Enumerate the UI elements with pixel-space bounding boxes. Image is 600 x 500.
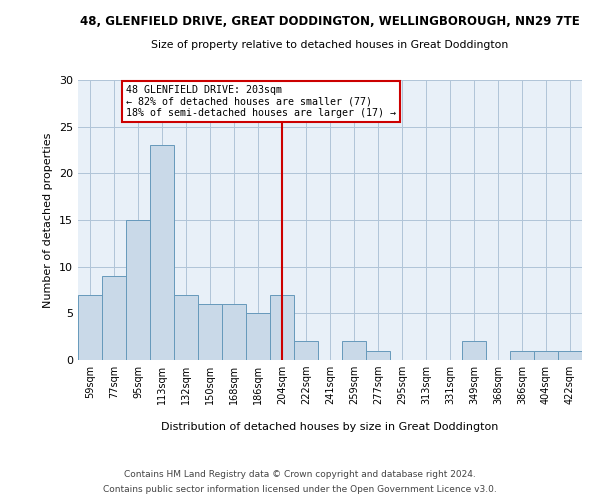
- Bar: [462, 342, 486, 360]
- Text: Contains public sector information licensed under the Open Government Licence v3: Contains public sector information licen…: [103, 485, 497, 494]
- Bar: [126, 220, 150, 360]
- Y-axis label: Number of detached properties: Number of detached properties: [43, 132, 53, 308]
- Bar: [534, 350, 558, 360]
- Text: 48 GLENFIELD DRIVE: 203sqm
← 82% of detached houses are smaller (77)
18% of semi: 48 GLENFIELD DRIVE: 203sqm ← 82% of deta…: [126, 84, 396, 118]
- Text: Contains HM Land Registry data © Crown copyright and database right 2024.: Contains HM Land Registry data © Crown c…: [124, 470, 476, 479]
- Bar: [294, 342, 318, 360]
- Bar: [102, 276, 126, 360]
- Text: Distribution of detached houses by size in Great Doddington: Distribution of detached houses by size …: [161, 422, 499, 432]
- Bar: [558, 350, 582, 360]
- Bar: [150, 146, 174, 360]
- Bar: [246, 314, 270, 360]
- Bar: [78, 294, 102, 360]
- Bar: [222, 304, 246, 360]
- Bar: [174, 294, 198, 360]
- Text: 48, GLENFIELD DRIVE, GREAT DODDINGTON, WELLINGBOROUGH, NN29 7TE: 48, GLENFIELD DRIVE, GREAT DODDINGTON, W…: [80, 15, 580, 28]
- Bar: [198, 304, 222, 360]
- Bar: [342, 342, 366, 360]
- Text: Size of property relative to detached houses in Great Doddington: Size of property relative to detached ho…: [151, 40, 509, 50]
- Bar: [366, 350, 390, 360]
- Bar: [270, 294, 294, 360]
- Bar: [510, 350, 534, 360]
